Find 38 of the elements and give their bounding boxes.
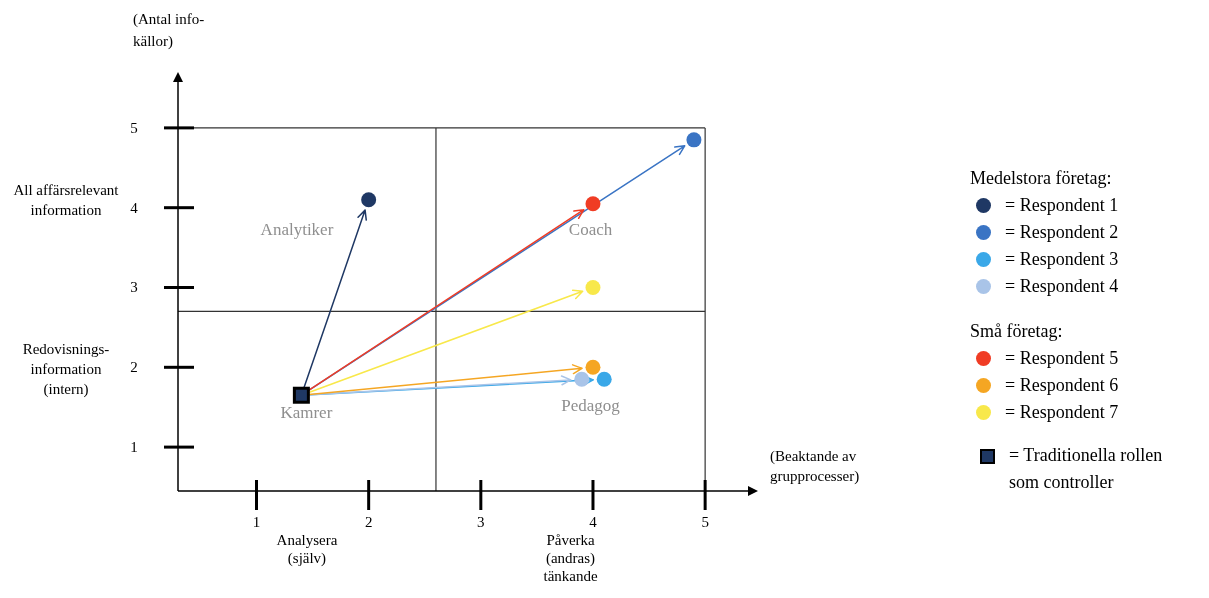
x-tick-label: 1 [252, 514, 261, 530]
y-tick-label: 3 [130, 279, 138, 296]
point [585, 359, 601, 375]
point [596, 371, 612, 387]
text: Små företag: [970, 320, 1064, 343]
y-tick-label: 1 [130, 439, 138, 456]
legend-label: = Respondent 4 [1005, 275, 1119, 298]
annotation: Pedagog [560, 396, 621, 417]
legend-label: = Respondent 1 [1005, 194, 1119, 217]
x-tick-label: 4 [589, 514, 598, 530]
y-tick-label: 5 [130, 119, 138, 136]
legend-label: = Traditionella rollen som controller [1009, 444, 1164, 494]
annotation: Analytiker [259, 219, 335, 240]
legend-label: = Respondent 2 [1005, 221, 1119, 244]
x-tick-label: 2 [364, 514, 373, 530]
legend-label: = Respondent 3 [1005, 248, 1119, 271]
x-tick-label: 5 [701, 514, 709, 530]
point [361, 192, 377, 208]
point [292, 386, 310, 404]
text: Redovisnings-information (intern) [21, 340, 111, 400]
y-axis-title: (Antal info-källor) [133, 10, 206, 51]
point [585, 196, 601, 212]
text: Analysera (själv) [275, 531, 339, 567]
legend-label: = Respondent 5 [1005, 347, 1119, 370]
point [574, 371, 590, 387]
x-axis-title: (Beaktande av grupprocesser) [770, 447, 861, 486]
annotation: Coach [567, 219, 614, 240]
y-tick-label: 4 [130, 199, 139, 216]
y-tick-label: 2 [130, 359, 138, 376]
text: Påverka (andras) tänkande [542, 531, 599, 585]
text: Medelstora företag: [970, 167, 1113, 190]
legend-label: = Respondent 7 [1005, 401, 1119, 424]
legend-label: = Respondent 6 [1005, 374, 1119, 397]
annotation: Kamrer [279, 403, 334, 424]
point [585, 280, 601, 295]
x-tick-label: 3 [477, 514, 485, 530]
point [686, 132, 702, 148]
text: All affärsrelevant information [12, 180, 120, 220]
